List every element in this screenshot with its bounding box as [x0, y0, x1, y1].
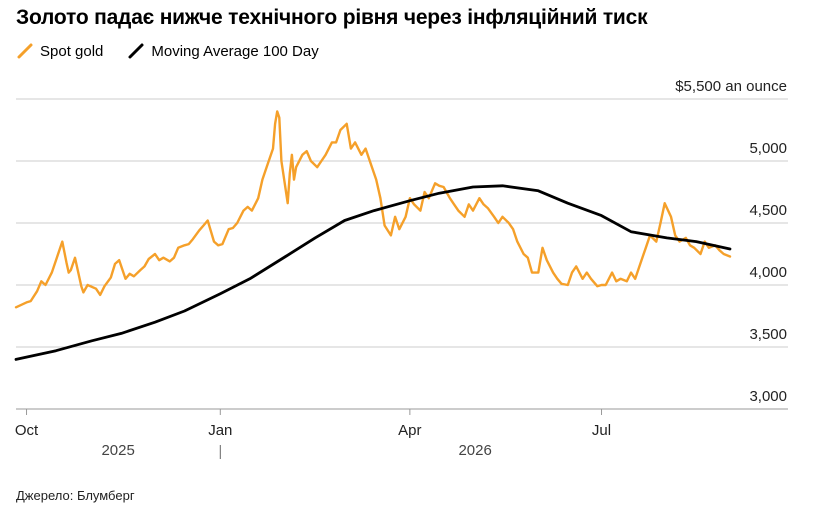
y-tick-label: 3,500 — [749, 326, 787, 343]
legend: Spot gold Moving Average 100 Day — [16, 42, 319, 60]
moving-average-swatch-icon — [128, 43, 144, 59]
year-label: 2025 — [101, 442, 134, 459]
chart-title: Золото падає нижче технічного рівня чере… — [16, 6, 648, 29]
source-note: Джерело: Блумберг — [16, 488, 135, 503]
y-tick-label: 4,500 — [749, 202, 787, 219]
y-tick-label: $5,500 an ounce — [675, 78, 787, 95]
spot-gold-swatch-icon — [17, 43, 33, 59]
x-tick-label: Oct — [15, 422, 39, 439]
series-line-moving-average — [14, 184, 732, 361]
x-tick-label: Apr — [398, 422, 421, 439]
year-label: 2026 — [458, 442, 491, 459]
legend-item-moving-average: Moving Average 100 Day — [127, 42, 319, 60]
x-tick-label: Jan — [208, 422, 232, 439]
x-tick-label: Jul — [592, 422, 611, 439]
legend-label-spot-gold: Spot gold — [40, 42, 104, 60]
y-tick-label: 5,000 — [749, 140, 787, 157]
y-tick-label: 3,000 — [749, 388, 787, 405]
legend-label-moving-average: Moving Average 100 Day — [151, 42, 319, 60]
series-line-spot-gold — [14, 110, 732, 309]
y-tick-label: 4,000 — [749, 264, 787, 281]
legend-item-spot-gold: Spot gold — [16, 42, 103, 60]
